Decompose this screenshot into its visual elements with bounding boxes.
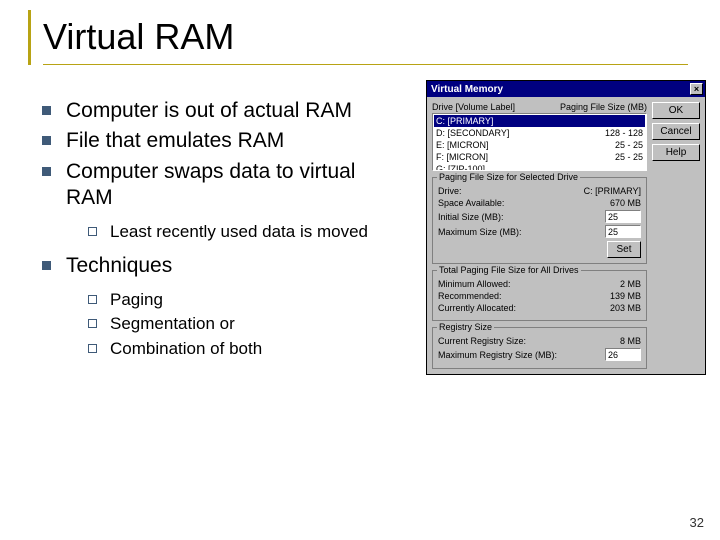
list-item[interactable]: F: [MICRON] 25 - 25 [434,151,645,163]
size-cell: 25 - 25 [615,139,643,151]
group-legend: Registry Size [437,322,494,332]
field-label: Maximum Size (MB): [438,227,522,237]
max-row: Maximum Size (MB): 25 [438,225,641,238]
field-value: 2 MB [620,279,641,289]
drive-cell: G: [ZIP-100] [436,163,485,171]
field-label: Currently Allocated: [438,303,516,313]
cancel-button[interactable]: Cancel [652,123,700,140]
list-item[interactable]: D: [SECONDARY] 128 - 128 [434,127,645,139]
list-item[interactable]: C: [PRIMARY] [434,115,645,127]
dialog-body: Drive [Volume Label] Paging File Size (M… [427,97,705,374]
field-label: Maximum Registry Size (MB): [438,350,557,360]
field-value: 8 MB [620,336,641,346]
drive-listbox[interactable]: C: [PRIMARY] D: [SECONDARY] 128 - 128 E:… [432,113,647,171]
group-legend: Paging File Size for Selected Drive [437,172,580,182]
drive-cell: D: [SECONDARY] [436,127,509,139]
list-item[interactable]: G: [ZIP-100] [434,163,645,171]
size-cell: 25 - 25 [615,151,643,163]
size-cell: 128 - 128 [605,127,643,139]
bullet-list: Computer is out of actual RAM File that … [42,98,402,360]
field-value: C: [PRIMARY] [584,186,641,196]
field-label: Current Registry Size: [438,336,526,346]
list-item: Least recently used data is moved [66,221,402,243]
bullet-text: Paging [110,290,163,309]
sub-list: Paging Segmentation or Combination of bo… [66,289,402,359]
field-label: Initial Size (MB): [438,212,504,222]
sub-list: Least recently used data is moved [66,221,402,243]
close-icon[interactable]: × [690,83,703,95]
initial-row: Initial Size (MB): 25 [438,210,641,223]
space-row: Space Available: 670 MB [438,198,641,208]
dialog-title: Virtual Memory [431,84,503,95]
field-value: 670 MB [610,198,641,208]
ok-button[interactable]: OK [652,102,700,119]
list-item[interactable]: E: [MICRON] 25 - 25 [434,139,645,151]
virtual-memory-dialog: Virtual Memory × Drive [Volume Label] Pa… [426,80,706,375]
dialog-titlebar: Virtual Memory × [427,81,705,97]
list-item: Combination of both [66,338,402,360]
title-block: Virtual RAM [28,10,688,65]
header-drive: Drive [Volume Label] [432,102,515,112]
slide-title: Virtual RAM [43,16,688,65]
min-row: Minimum Allowed: 2 MB [438,279,641,289]
registry-max-input[interactable]: 26 [605,348,641,361]
list-item: Paging [66,289,402,311]
list-item: Segmentation or [66,313,402,335]
group-legend: Total Paging File Size for All Drives [437,265,581,275]
dialog-left-panel: Drive [Volume Label] Paging File Size (M… [432,102,647,369]
drive-cell: F: [MICRON] [436,151,488,163]
help-button[interactable]: Help [652,144,700,161]
content-body: Computer is out of actual RAM File that … [42,98,402,370]
total-size-group: Total Paging File Size for All Drives Mi… [432,270,647,321]
selected-drive-group: Paging File Size for Selected Drive Driv… [432,177,647,264]
reg-cur-row: Current Registry Size: 8 MB [438,336,641,346]
field-label: Minimum Allowed: [438,279,511,289]
drive-row: Drive: C: [PRIMARY] [438,186,641,196]
bullet-text: Combination of both [110,339,262,358]
bullet-text: Segmentation or [110,314,235,333]
bullet-text: Techniques [66,254,172,277]
dialog-button-panel: OK Cancel Help [652,102,700,369]
field-value: 139 MB [610,291,641,301]
drive-cell: C: [PRIMARY] [436,115,493,127]
drive-list-header: Drive [Volume Label] Paging File Size (M… [432,102,647,112]
bullet-text: File that emulates RAM [66,129,284,152]
list-item: Techniques Paging Segmentation or Combin… [42,253,402,360]
reg-max-row: Maximum Registry Size (MB): 26 [438,348,641,361]
field-label: Drive: [438,186,462,196]
registry-size-group: Registry Size Current Registry Size: 8 M… [432,327,647,369]
bullet-text: Computer swaps data to virtual RAM [66,160,355,209]
drive-cell: E: [MICRON] [436,139,489,151]
set-button[interactable]: Set [607,241,641,258]
field-value: 203 MB [610,303,641,313]
list-item: Computer is out of actual RAM [42,98,402,124]
page-number: 32 [690,515,704,530]
field-label: Recommended: [438,291,502,301]
maximum-size-input[interactable]: 25 [605,225,641,238]
list-item: File that emulates RAM [42,128,402,154]
bullet-text: Computer is out of actual RAM [66,99,352,122]
field-label: Space Available: [438,198,504,208]
cur-row: Currently Allocated: 203 MB [438,303,641,313]
rec-row: Recommended: 139 MB [438,291,641,301]
header-size: Paging File Size (MB) [560,102,647,112]
bullet-text: Least recently used data is moved [110,222,368,241]
initial-size-input[interactable]: 25 [605,210,641,223]
list-item: Computer swaps data to virtual RAM Least… [42,159,402,244]
